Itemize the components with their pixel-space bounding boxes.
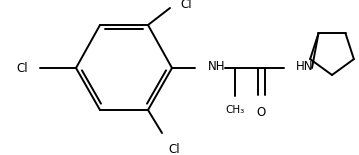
Text: CH₃: CH₃ — [225, 105, 244, 115]
Text: HN: HN — [296, 60, 313, 73]
Text: Cl: Cl — [16, 62, 28, 75]
Text: Cl: Cl — [180, 0, 192, 11]
Text: O: O — [256, 106, 266, 119]
Text: Cl: Cl — [168, 143, 180, 155]
Text: NH: NH — [208, 60, 225, 73]
